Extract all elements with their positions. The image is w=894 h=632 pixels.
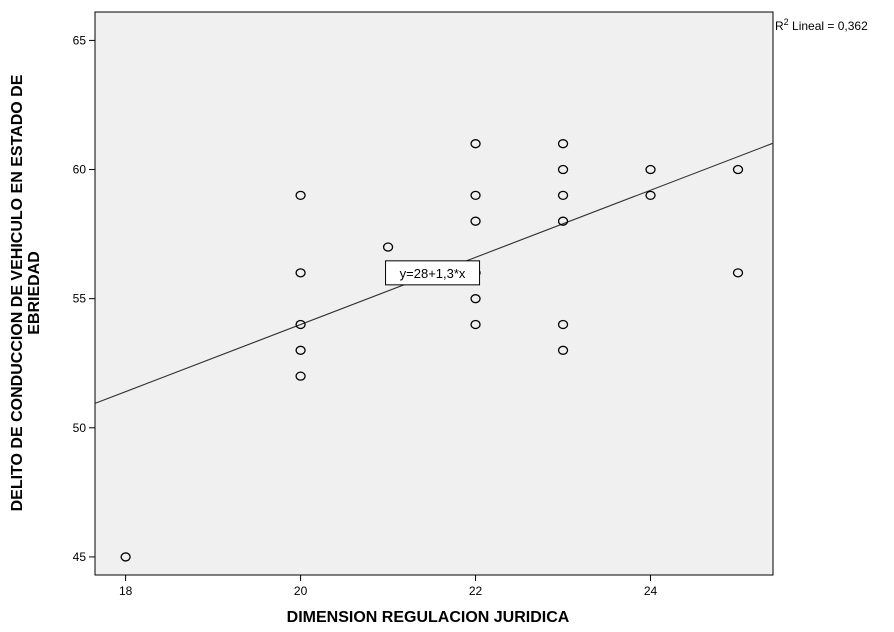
equation-text: y=28+1,3*x bbox=[400, 266, 466, 281]
data-point bbox=[557, 319, 569, 330]
data-point bbox=[470, 139, 481, 149]
r2-label: R2 Lineal = 0,362 bbox=[775, 17, 868, 33]
data-point bbox=[470, 319, 481, 330]
data-point bbox=[732, 164, 744, 175]
y-tick-label: 45 bbox=[73, 550, 87, 564]
data-point bbox=[470, 294, 481, 304]
y-tick-label: 65 bbox=[73, 33, 87, 47]
y-axis-ticks: 45 50 55 60 65 bbox=[73, 33, 95, 564]
data-point bbox=[295, 319, 306, 330]
data-point bbox=[557, 345, 569, 355]
equation-label: y=28+1,3*x bbox=[385, 260, 481, 286]
data-point bbox=[382, 242, 394, 252]
y-tick-label: 60 bbox=[73, 163, 87, 177]
data-point bbox=[120, 552, 131, 562]
data-point bbox=[295, 190, 306, 201]
data-point bbox=[557, 139, 569, 149]
y-tick-label: 55 bbox=[73, 292, 87, 306]
data-point bbox=[645, 164, 656, 175]
x-tick-label: 22 bbox=[469, 584, 483, 598]
data-point bbox=[470, 190, 481, 201]
data-point bbox=[470, 216, 481, 226]
data-point bbox=[295, 345, 306, 355]
plot-area bbox=[94, 11, 774, 576]
data-point bbox=[557, 190, 569, 201]
y-tick-label: 50 bbox=[73, 421, 87, 435]
x-axis-title: DIMENSION REGULACION JURIDICA bbox=[287, 609, 570, 626]
x-tick-label: 20 bbox=[294, 584, 308, 598]
data-point bbox=[295, 268, 306, 278]
data-point bbox=[557, 216, 569, 226]
x-tick-label: 24 bbox=[644, 584, 658, 598]
y-axis-title-line1: DELITO DE CONDUCCION DE VEHICULO EN ESTA… bbox=[9, 74, 26, 511]
x-tick-label: 18 bbox=[119, 584, 133, 598]
data-point bbox=[732, 268, 744, 278]
x-axis-ticks: 18 20 22 24 bbox=[119, 575, 658, 598]
data-point bbox=[645, 190, 656, 201]
data-point bbox=[557, 164, 569, 175]
y-axis-title-line2: EBRIEDAD bbox=[26, 251, 43, 335]
data-point bbox=[295, 371, 306, 381]
